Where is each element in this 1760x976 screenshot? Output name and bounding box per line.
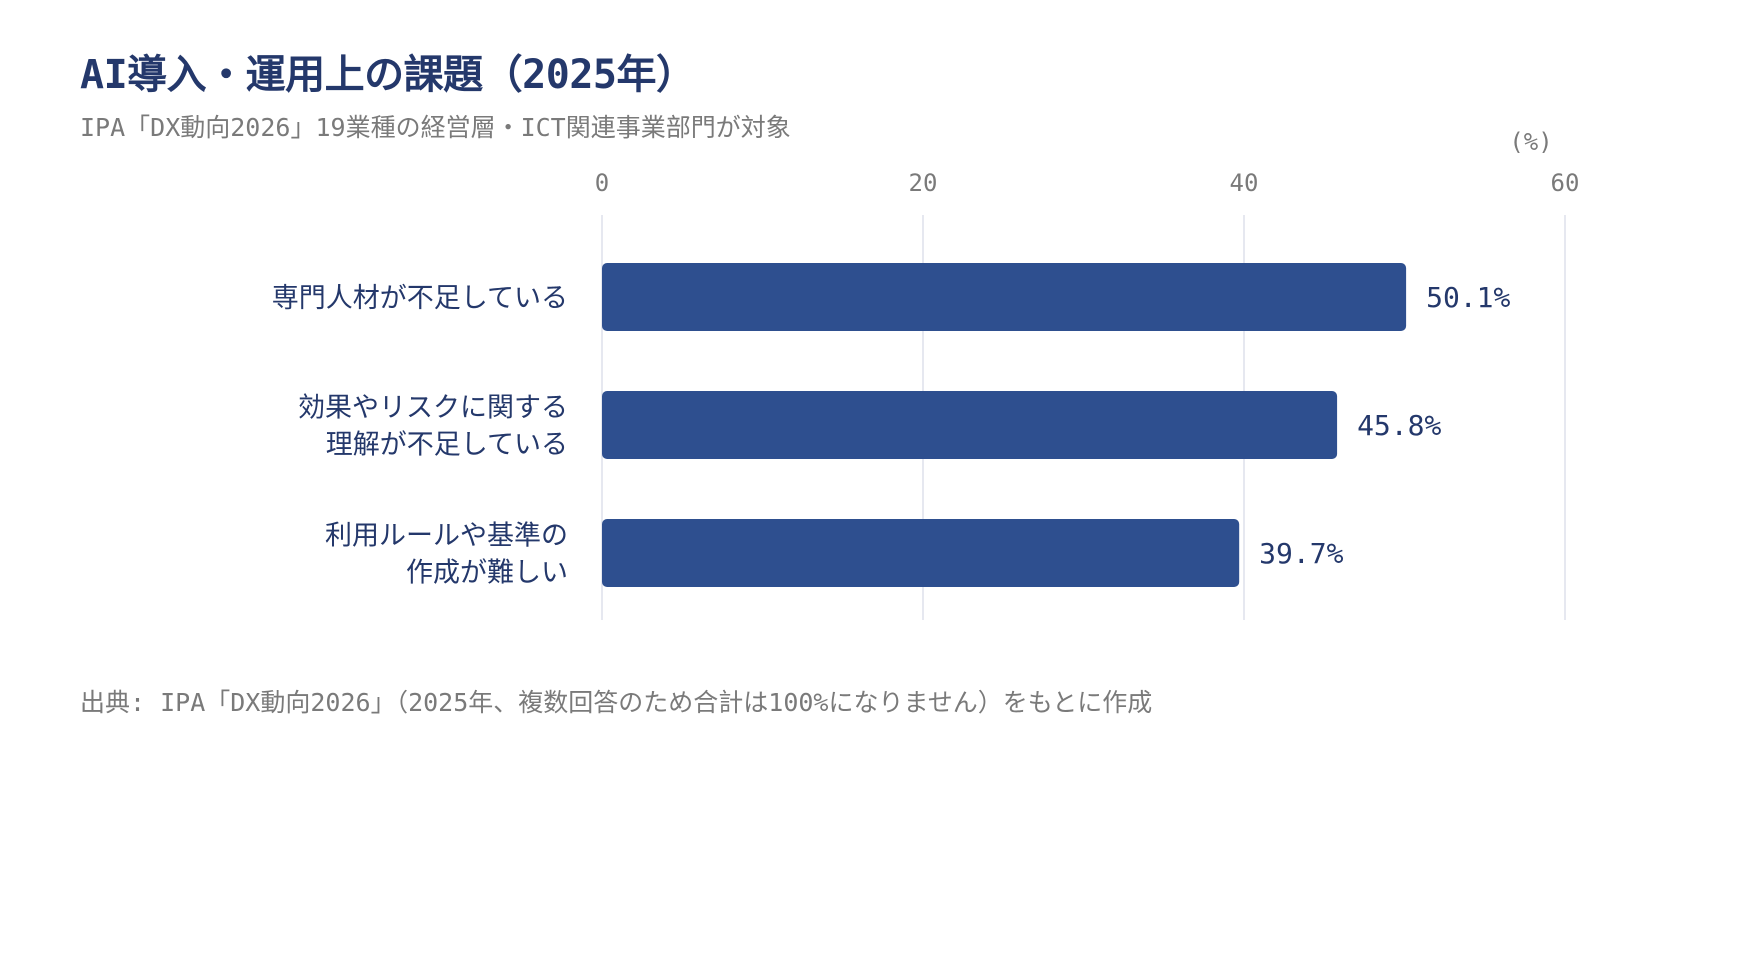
value-labels: 50.1% 45.8% 39.7% bbox=[1259, 281, 1510, 570]
bar bbox=[602, 391, 1338, 459]
category-labels: 専門人材が不足している効果やリスクに関する理解が不足している利用ルールや基準の作… bbox=[272, 283, 568, 589]
chart-title: AI導入・運用上の課題（2025年） bbox=[80, 52, 696, 98]
bar bbox=[602, 263, 1407, 331]
axis-unit-label: (%) bbox=[1509, 128, 1552, 156]
category-label: 理解が不足している bbox=[326, 430, 568, 461]
source-note: 出典: IPA「DX動向2026」（2025年、複数回答のため合計は100%にな… bbox=[80, 688, 1153, 717]
category-label: 専門人材が不足している bbox=[272, 283, 568, 314]
x-tick-label: 0 bbox=[595, 169, 609, 197]
x-tick-label: 60 bbox=[1551, 169, 1580, 197]
category-label: 作成が難しい bbox=[406, 558, 568, 589]
x-tick-label: 20 bbox=[909, 169, 938, 197]
category-label: 利用ルールや基準の bbox=[325, 521, 568, 552]
data-label: 39.7% bbox=[1259, 537, 1343, 570]
bars bbox=[602, 263, 1407, 587]
category-label: 効果やリスクに関する bbox=[298, 393, 568, 424]
chart-subtitle: IPA「DX動向2026」19業種の経営層・ICT関連事業部門が対象 bbox=[80, 113, 791, 142]
x-tick-label: 40 bbox=[1230, 169, 1259, 197]
x-axis-ticks: 0 20 40 60 bbox=[595, 169, 1580, 197]
bar bbox=[602, 519, 1240, 587]
data-label: 50.1% bbox=[1426, 281, 1510, 314]
data-label: 45.8% bbox=[1357, 409, 1441, 442]
